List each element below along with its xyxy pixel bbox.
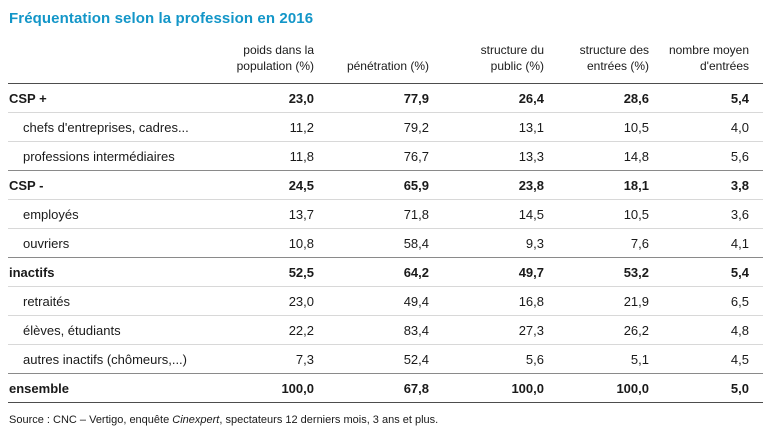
- cell-value: 65,9: [403, 177, 429, 193]
- table-row: ensemble 100,0 67,8 100,0 100,0 5,0: [8, 373, 763, 403]
- cell-value: 83,4: [403, 322, 429, 338]
- cell-value: 3,6: [730, 206, 749, 222]
- row-label: ouvriers: [23, 235, 70, 251]
- cell-value: 53,2: [623, 264, 649, 280]
- cell-value: 18,1: [623, 177, 649, 193]
- cell-value: 23,0: [288, 90, 314, 106]
- row-label: chefs d'entreprises, cadres...: [23, 119, 189, 135]
- col-header-poids-population: poids dans la population (%): [236, 43, 314, 73]
- cell-value: 100,0: [511, 380, 544, 396]
- cell-value: 76,7: [403, 148, 429, 164]
- row-label: CSP +: [9, 90, 47, 106]
- cell-value: 5,4: [730, 264, 749, 280]
- cell-value: 14,5: [518, 206, 544, 222]
- cell-value: 27,3: [518, 322, 544, 338]
- cell-value: 10,5: [623, 119, 649, 135]
- header-row: poids dans la population (%) pénétration (…: [8, 43, 763, 84]
- row-label: élèves, étudiants: [23, 322, 121, 338]
- cell-value: 77,9: [403, 90, 429, 106]
- cell-value: 7,3: [295, 351, 314, 367]
- row-label: professions intermédiaires: [23, 148, 175, 164]
- cell-value: 10,5: [623, 206, 649, 222]
- cell-value: 100,0: [281, 380, 314, 396]
- source-note: Source : CNC – Vertigo, enquête Cinexper…: [9, 414, 763, 426]
- cell-value: 52,5: [288, 264, 314, 280]
- cell-value: 49,7: [518, 264, 544, 280]
- cell-value: 6,5: [730, 293, 749, 309]
- cell-value: 10,8: [288, 235, 314, 251]
- cell-value: 58,4: [403, 235, 429, 251]
- cell-value: 28,6: [623, 90, 649, 106]
- cell-value: 9,3: [525, 235, 544, 251]
- cell-value: 23,8: [518, 177, 544, 193]
- cell-value: 3,8: [730, 177, 749, 193]
- cell-value: 23,0: [288, 293, 314, 309]
- col-header-label: [8, 43, 218, 84]
- cell-value: 13,1: [518, 119, 544, 135]
- table-row: employés 13,7 71,8 14,5 10,5 3,6: [8, 199, 763, 229]
- table-body: CSP + 23,0 77,9 26,4 28,6 5,4 chefs d'entrepri…: [8, 84, 763, 403]
- attendance-by-profession-table: poids dans la population (%) pénétration (…: [8, 43, 763, 404]
- table-row: retraités 23,0 49,4 16,8 21,9 6,5: [8, 286, 763, 316]
- cell-value: 4,1: [730, 235, 749, 251]
- source-prefix: Source : CNC – Vertigo, enquête: [9, 414, 173, 427]
- cell-value: 16,8: [518, 293, 544, 309]
- cell-value: 13,7: [288, 206, 314, 222]
- cell-value: 5,6: [525, 351, 544, 367]
- cell-value: 64,2: [403, 264, 429, 280]
- col-header-penetration: pénétration (%): [346, 58, 429, 73]
- cell-value: 13,3: [518, 148, 544, 164]
- cell-value: 49,4: [403, 293, 429, 309]
- cell-value: 79,2: [403, 119, 429, 135]
- source-survey-name: Cinexpert: [172, 414, 220, 427]
- col-header-structure-public: structure du public (%): [480, 43, 544, 73]
- cell-value: 7,6: [630, 235, 649, 251]
- cell-value: 5,1: [630, 351, 649, 367]
- table-row: autres inactifs (chômeurs,...) 7,3 52,4 5,6…: [8, 344, 763, 374]
- cell-value: 4,5: [730, 351, 749, 367]
- row-label: retraités: [23, 293, 70, 309]
- row-label: autres inactifs (chômeurs,...): [23, 351, 187, 367]
- cell-value: 5,0: [730, 380, 749, 396]
- cell-value: 11,2: [289, 119, 314, 135]
- table-row: professions intermédiaires 11,8 76,7 13,3 14…: [8, 141, 763, 171]
- cell-value: 21,9: [623, 293, 649, 309]
- cell-value: 4,0: [730, 119, 749, 135]
- page-title: Fréquentation selon la profession en 201…: [9, 10, 314, 27]
- cell-value: 26,4: [518, 90, 544, 106]
- table-header: poids dans la population (%) pénétration (…: [8, 43, 763, 84]
- table-row: chefs d'entreprises, cadres... 11,2 79,2 13…: [8, 112, 763, 142]
- cell-value: 5,6: [730, 148, 749, 164]
- cell-value: 67,8: [403, 380, 429, 396]
- row-label: CSP -: [9, 177, 44, 193]
- table-row: CSP - 24,5 65,9 23,8 18,1 3,8: [8, 170, 763, 200]
- cell-value: 4,8: [730, 322, 749, 338]
- table-row: CSP + 23,0 77,9 26,4 28,6 5,4: [8, 84, 763, 113]
- cell-value: 11,8: [289, 148, 314, 164]
- cell-value: 14,8: [623, 148, 649, 164]
- row-label: inactifs: [9, 264, 55, 280]
- row-label: ensemble: [9, 380, 69, 396]
- cell-value: 5,4: [730, 90, 749, 106]
- col-header-structure-entrees: structure des entrées (%): [579, 43, 649, 73]
- cell-value: 22,2: [288, 322, 314, 338]
- source-suffix: , spectateurs 12 derniers mois, 3 ans et…: [219, 414, 439, 427]
- cell-value: 71,8: [403, 206, 429, 222]
- cell-value: 100,0: [616, 380, 649, 396]
- table-row: élèves, étudiants 22,2 83,4 27,3 26,2 4,8: [8, 315, 763, 345]
- col-header-nombre-moyen-entrees: nombre moyen d'entrées: [668, 43, 749, 73]
- table-row: ouvriers 10,8 58,4 9,3 7,6 4,1: [8, 228, 763, 258]
- table-row: inactifs 52,5 64,2 49,7 53,2 5,4: [8, 257, 763, 287]
- cell-value: 52,4: [403, 351, 429, 367]
- row-label: employés: [23, 206, 79, 222]
- cell-value: 26,2: [623, 322, 649, 338]
- cell-value: 24,5: [288, 177, 314, 193]
